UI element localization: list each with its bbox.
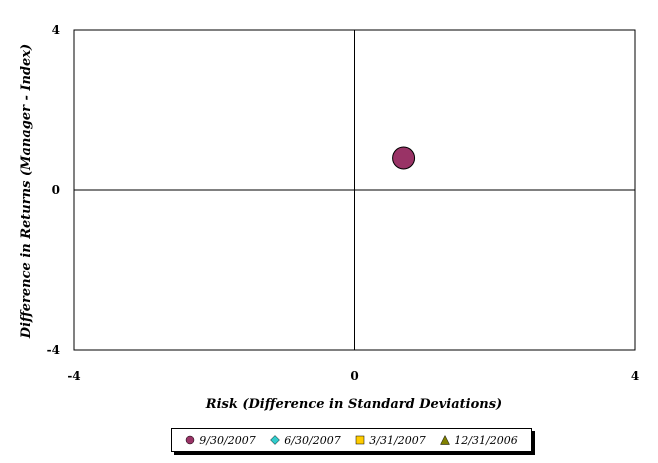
- square-marker-icon: [356, 435, 365, 445]
- data-points: [392, 146, 416, 170]
- y-tick-label-zero: 0: [52, 183, 60, 197]
- y-tick-label-bottom: -4: [47, 343, 60, 357]
- data-point-series-1-1: [392, 146, 416, 170]
- x-axis-title: Risk (Difference in Standard Deviations): [205, 397, 502, 412]
- x-tick-label-right: 4: [631, 369, 639, 383]
- y-tick-label-top: 4: [52, 23, 60, 37]
- legend-label-2: 6/30/2007: [284, 433, 341, 447]
- legend-item-2: 6/30/2007: [270, 433, 341, 447]
- legend-label-1: 9/30/2007: [199, 433, 256, 447]
- x-tick-label-zero: 0: [350, 369, 358, 383]
- legend-label-4: 12/31/2006: [454, 433, 518, 447]
- legend-item-3: 3/31/2007: [355, 433, 426, 447]
- diamond-marker-icon: [270, 435, 281, 445]
- circle-marker-icon: [186, 435, 195, 445]
- legend-label-3: 3/31/2007: [369, 433, 426, 447]
- legend-item-1: 9/30/2007: [185, 433, 256, 447]
- y-axis-title: Difference in Returns (Manager - Index): [19, 44, 34, 339]
- legend: 9/30/2007 6/30/2007 3/31/2007 12/31/2006: [171, 428, 532, 452]
- legend-item-4: 12/31/2006: [440, 433, 518, 447]
- triangle-marker-icon: [440, 435, 451, 445]
- x-tick-label-left: -4: [67, 369, 80, 383]
